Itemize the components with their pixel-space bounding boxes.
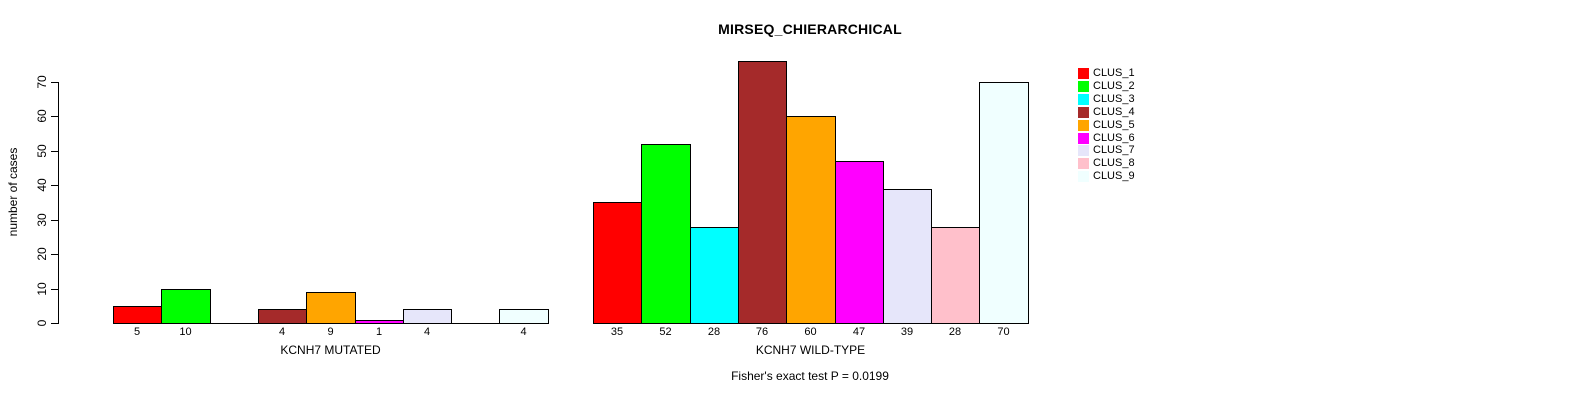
bar-value-label: 1	[375, 326, 383, 338]
y-tick-label: 10	[35, 282, 49, 296]
legend-swatch-clus_9	[1078, 171, 1089, 182]
legend-swatch-clus_7	[1078, 145, 1089, 156]
legend-label-clus_7: CLUS_7	[1093, 144, 1135, 156]
legend-label-clus_4: CLUS_4	[1093, 106, 1135, 118]
legend-label-clus_3: CLUS_3	[1093, 93, 1135, 105]
bar-clus_2	[161, 289, 211, 324]
bar-value-label: 4	[423, 326, 431, 338]
bar-value-label: 10	[179, 326, 192, 338]
legend-label-clus_1: CLUS_1	[1093, 67, 1135, 79]
bar-value-label: 47	[852, 326, 866, 338]
bar-value-label: 76	[755, 326, 769, 338]
legend-swatch-clus_6	[1078, 133, 1089, 144]
y-axis-tick	[51, 323, 58, 324]
bar-value-label: 60	[804, 326, 817, 338]
legend-label-clus_2: CLUS_2	[1093, 80, 1135, 92]
bar-value-label: 28	[707, 326, 721, 338]
bar-value-label: 70	[997, 326, 1010, 338]
bar-clus_1	[593, 202, 642, 324]
bar-value-label: 5	[133, 326, 141, 338]
y-tick-label: 30	[35, 213, 49, 227]
y-axis-line	[58, 82, 59, 324]
legend-swatch-clus_2	[1078, 81, 1089, 92]
y-tick-label: 40	[35, 178, 49, 192]
bar-clus_1	[113, 306, 162, 324]
y-axis-tick	[51, 82, 58, 83]
legend-swatch-clus_5	[1078, 120, 1089, 131]
bar-value-label: 39	[900, 326, 914, 338]
y-axis-tick	[51, 220, 58, 221]
bar-clus_7	[403, 309, 452, 324]
y-axis-tick	[51, 254, 58, 255]
chart-title: MIRSEQ_CHIERARCHICAL	[718, 21, 902, 37]
legend-label-clus_9: CLUS_9	[1093, 170, 1135, 182]
bar-clus_2	[641, 144, 691, 324]
fisher-test-annotation: Fisher's exact test P = 0.0199	[731, 369, 889, 383]
legend-label-clus_6: CLUS_6	[1093, 132, 1135, 144]
x-axis-group-label: KCNH7 WILD-TYPE	[755, 343, 866, 357]
bar-value-label: 28	[948, 326, 962, 338]
bar-clus_6	[355, 320, 404, 324]
x-axis-group-label: KCNH7 MUTATED	[280, 343, 381, 357]
legend-swatch-clus_4	[1078, 107, 1089, 118]
bar-clus_9	[979, 82, 1029, 324]
y-axis-title: number of cases	[6, 147, 20, 237]
y-tick-label: 70	[35, 75, 49, 89]
bar-clus_6	[835, 161, 884, 324]
bar-clus_4	[258, 309, 307, 324]
y-tick-label: 20	[35, 247, 49, 261]
bar-clus_4	[738, 61, 787, 324]
y-tick-label: 60	[35, 109, 49, 123]
bar-value-label: 4	[520, 326, 527, 338]
bar-clus_3	[690, 227, 739, 324]
bar-clus_9	[499, 309, 549, 324]
legend-swatch-clus_1	[1078, 68, 1089, 79]
bar-value-label: 9	[327, 326, 334, 338]
y-tick-label: 0	[35, 319, 49, 327]
bar-value-label: 4	[278, 326, 286, 338]
bar-clus_8	[931, 227, 980, 324]
legend-swatch-clus_3	[1078, 94, 1089, 105]
bar-value-label: 52	[659, 326, 672, 338]
y-axis-tick	[51, 185, 58, 186]
y-axis-tick	[51, 151, 58, 152]
legend-label-clus_5: CLUS_5	[1093, 119, 1135, 131]
bar-clus_5	[786, 116, 836, 324]
bar-clus_5	[306, 292, 356, 324]
y-axis-tick	[51, 289, 58, 290]
bar-value-label: 35	[610, 326, 624, 338]
legend-swatch-clus_8	[1078, 158, 1089, 169]
bar-clus_7	[883, 189, 932, 324]
y-tick-label: 50	[35, 144, 49, 158]
y-axis-tick	[51, 116, 58, 117]
legend-label-clus_8: CLUS_8	[1093, 157, 1135, 169]
